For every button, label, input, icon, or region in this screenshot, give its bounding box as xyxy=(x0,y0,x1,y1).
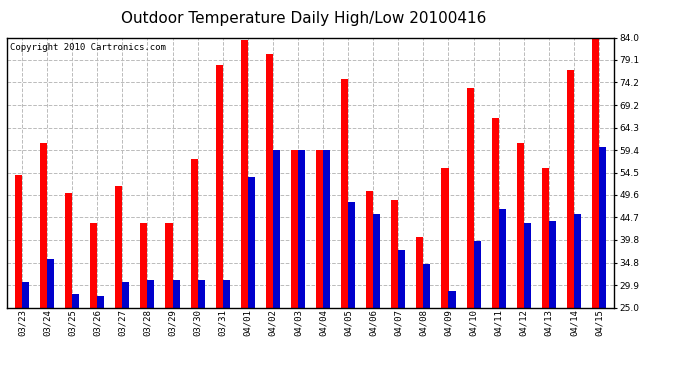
Bar xyxy=(473,241,481,375)
Bar xyxy=(90,223,97,375)
Bar xyxy=(140,223,148,375)
Bar xyxy=(466,88,473,375)
Bar xyxy=(248,177,255,375)
Bar xyxy=(499,209,506,375)
Bar xyxy=(65,193,72,375)
Bar xyxy=(549,220,556,375)
Bar xyxy=(197,280,205,375)
Bar xyxy=(391,200,398,375)
Bar xyxy=(40,143,47,375)
Bar xyxy=(524,223,531,375)
Bar xyxy=(442,168,448,375)
Text: Copyright 2010 Cartronics.com: Copyright 2010 Cartronics.com xyxy=(10,43,166,52)
Bar xyxy=(72,294,79,375)
Bar xyxy=(599,147,606,375)
Bar xyxy=(348,202,355,375)
Bar xyxy=(223,280,230,375)
Bar xyxy=(190,159,197,375)
Bar xyxy=(574,214,581,375)
Bar xyxy=(241,40,248,375)
Bar xyxy=(273,150,280,375)
Bar xyxy=(22,282,29,375)
Bar xyxy=(424,264,431,375)
Bar xyxy=(47,260,54,375)
Bar xyxy=(592,38,599,375)
Bar xyxy=(398,250,405,375)
Bar xyxy=(172,280,179,375)
Text: Outdoor Temperature Daily High/Low 20100416: Outdoor Temperature Daily High/Low 20100… xyxy=(121,11,486,26)
Bar xyxy=(15,175,22,375)
Bar xyxy=(416,237,424,375)
Bar xyxy=(216,65,223,375)
Bar xyxy=(148,280,155,375)
Bar xyxy=(298,150,305,375)
Bar xyxy=(291,150,298,375)
Bar xyxy=(373,214,380,375)
Bar xyxy=(542,168,549,375)
Bar xyxy=(492,118,499,375)
Bar xyxy=(517,143,524,375)
Bar xyxy=(341,79,348,375)
Bar xyxy=(316,150,323,375)
Bar xyxy=(323,150,330,375)
Bar xyxy=(115,186,122,375)
Bar xyxy=(97,296,104,375)
Bar xyxy=(122,282,129,375)
Bar xyxy=(448,291,455,375)
Bar xyxy=(266,54,273,375)
Bar xyxy=(567,69,574,375)
Bar xyxy=(166,223,172,375)
Bar xyxy=(366,191,373,375)
